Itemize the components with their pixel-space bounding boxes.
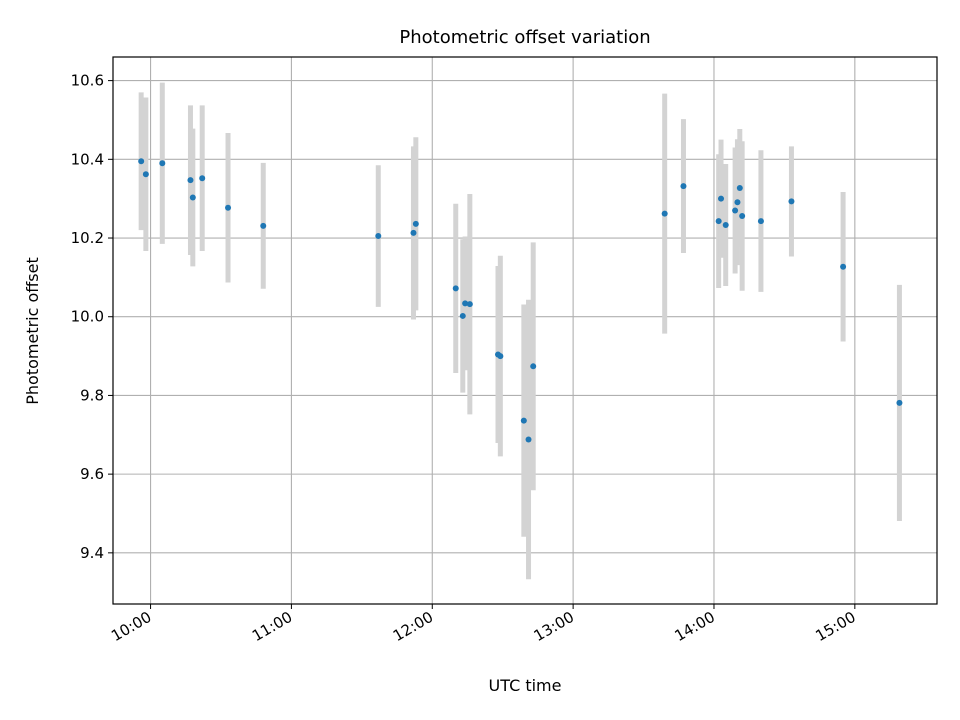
data-point xyxy=(520,417,527,424)
data-point xyxy=(715,218,722,225)
data-point xyxy=(661,210,668,217)
data-point xyxy=(530,363,537,370)
data-point xyxy=(159,160,166,167)
data-point xyxy=(452,285,459,292)
plot-frame xyxy=(112,56,938,605)
x-axis-label: UTC time xyxy=(489,676,562,695)
y-axis-label: Photometric offset xyxy=(23,257,42,405)
data-point xyxy=(466,301,473,308)
chart-title: Photometric offset variation xyxy=(399,27,650,48)
data-point xyxy=(722,222,729,229)
data-point xyxy=(462,300,469,307)
data-point xyxy=(896,399,903,406)
data-point xyxy=(260,222,267,229)
data-point xyxy=(189,194,196,201)
data-point xyxy=(718,195,725,202)
data-point xyxy=(412,220,419,227)
data-point xyxy=(138,158,145,165)
y-tick-label: 10.4 xyxy=(71,150,104,168)
data-point xyxy=(736,185,743,192)
y-tick-label: 10.6 xyxy=(71,72,104,90)
data-point xyxy=(840,263,847,270)
data-point xyxy=(225,204,232,211)
y-tick-label: 9.8 xyxy=(80,386,104,404)
data-points xyxy=(138,158,903,443)
data-point xyxy=(497,353,504,360)
data-point xyxy=(734,199,741,206)
data-point xyxy=(757,218,764,225)
y-tick-label: 9.6 xyxy=(80,465,104,483)
data-point xyxy=(199,175,206,182)
y-axis-ticks: 9.4 9.6 9.8 10.0 10.2 10.4 10.6 xyxy=(71,72,113,562)
data-point xyxy=(739,212,746,219)
data-point xyxy=(187,177,194,184)
y-tick-label: 10.0 xyxy=(71,308,104,326)
data-point xyxy=(410,229,417,236)
y-tick-label: 10.2 xyxy=(71,229,104,247)
data-point xyxy=(142,171,149,178)
data-point xyxy=(732,207,739,214)
data-point xyxy=(459,312,466,319)
data-point xyxy=(375,233,382,240)
y-tick-label: 9.4 xyxy=(80,544,104,562)
data-point xyxy=(788,198,795,205)
data-point xyxy=(680,183,687,190)
data-point xyxy=(525,436,532,443)
